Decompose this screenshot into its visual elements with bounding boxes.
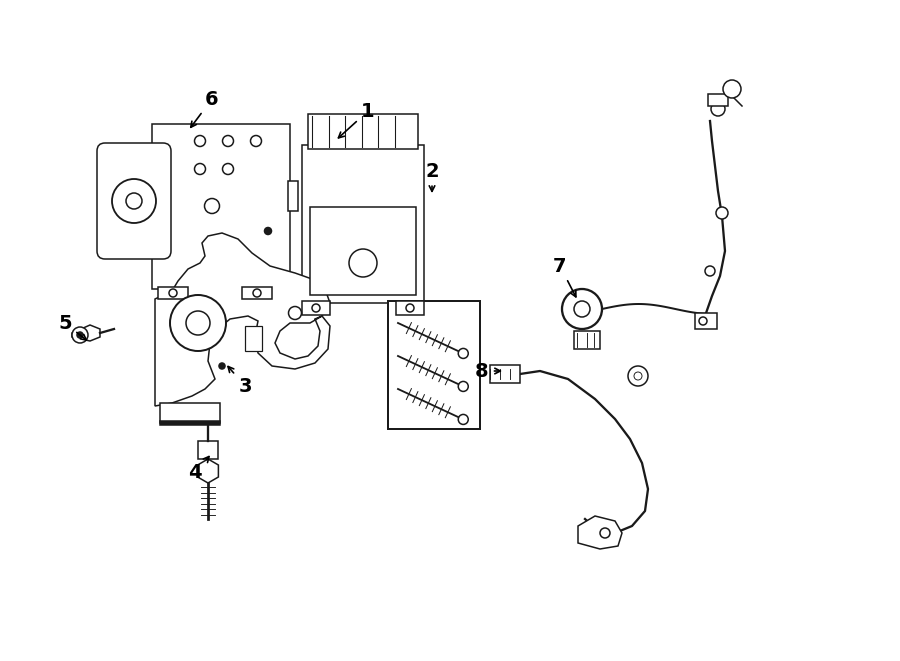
Bar (160, 403, 220, 423)
Circle shape (222, 136, 233, 147)
Circle shape (77, 332, 83, 338)
Circle shape (219, 363, 225, 369)
Circle shape (312, 304, 320, 312)
Circle shape (711, 102, 725, 116)
Text: 3: 3 (228, 366, 252, 395)
Bar (388, 301, 480, 429)
Bar (708, 94, 728, 106)
Circle shape (705, 266, 715, 276)
Circle shape (458, 381, 468, 391)
Bar (695, 313, 717, 329)
Circle shape (699, 317, 707, 325)
Circle shape (194, 163, 205, 175)
Circle shape (562, 289, 602, 329)
Circle shape (186, 311, 210, 335)
Bar (302, 145, 424, 303)
FancyBboxPatch shape (97, 143, 171, 259)
Polygon shape (245, 326, 262, 351)
Circle shape (600, 528, 610, 538)
Bar (302, 301, 330, 315)
Text: 7: 7 (554, 256, 576, 297)
Circle shape (170, 295, 226, 351)
Bar (310, 207, 416, 295)
Bar (198, 441, 218, 459)
Circle shape (723, 80, 741, 98)
Circle shape (250, 136, 262, 147)
Bar (158, 287, 188, 299)
Circle shape (265, 227, 272, 235)
Circle shape (253, 289, 261, 297)
Circle shape (406, 304, 414, 312)
Polygon shape (574, 331, 600, 349)
Circle shape (204, 198, 220, 214)
Text: 6: 6 (191, 89, 219, 128)
Circle shape (628, 366, 648, 386)
Circle shape (574, 301, 590, 317)
Bar (160, 421, 220, 425)
Bar (242, 287, 272, 299)
Circle shape (126, 193, 142, 209)
Bar (288, 181, 298, 211)
Text: 2: 2 (425, 161, 439, 191)
Circle shape (349, 249, 377, 277)
Circle shape (112, 179, 156, 223)
Circle shape (169, 289, 177, 297)
Polygon shape (72, 325, 100, 341)
Circle shape (634, 372, 642, 380)
Polygon shape (155, 233, 330, 406)
Text: 4: 4 (188, 457, 209, 483)
Bar (396, 301, 424, 315)
Polygon shape (578, 516, 622, 549)
Text: 1: 1 (338, 102, 374, 138)
Circle shape (222, 163, 233, 175)
Circle shape (716, 207, 728, 219)
Bar (152, 124, 290, 289)
Bar (490, 365, 520, 383)
Text: 5: 5 (58, 313, 86, 340)
Circle shape (458, 348, 468, 358)
Circle shape (194, 136, 205, 147)
Circle shape (458, 414, 468, 424)
Polygon shape (198, 459, 219, 483)
Circle shape (289, 307, 302, 319)
Bar (308, 114, 418, 149)
Circle shape (72, 327, 88, 343)
Text: 8: 8 (475, 362, 500, 381)
